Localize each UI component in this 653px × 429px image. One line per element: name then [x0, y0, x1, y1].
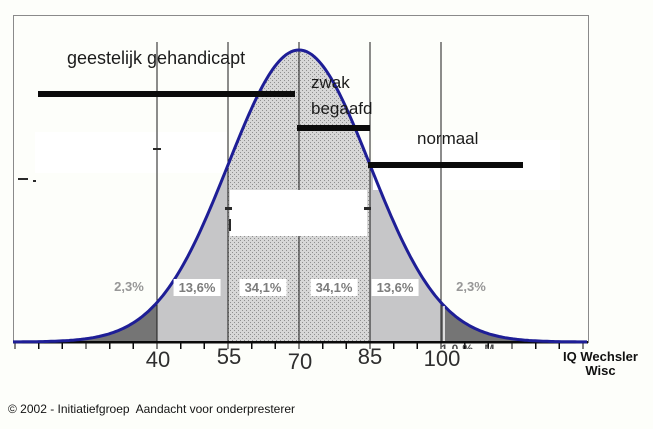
percent-label: 2,3%: [456, 279, 486, 294]
x-axis-title-line2: Wisc: [585, 363, 616, 378]
remnant-dash: [18, 178, 28, 180]
percent-label: 2,3%: [114, 279, 144, 294]
x-tick-label: 100: [423, 346, 461, 371]
x-tick-label: 70: [287, 349, 313, 374]
band-label-begaafd: begaafd: [311, 99, 373, 118]
remnant-vertical-stub: [229, 219, 231, 231]
percent-label: 34,1%: [310, 279, 358, 296]
x-tick-label: 85: [357, 344, 383, 369]
remnant-dot: [33, 180, 36, 182]
band-label-zwak: zwak: [311, 73, 350, 92]
band-label-zwak-begaafd: zwak begaafd: [311, 70, 372, 122]
copyright-footer: © 2002 - Initiatiefgroep Aandacht voor o…: [8, 402, 296, 416]
percent-label: 13,6%: [371, 279, 419, 296]
range-bar-zwak-begaafd: [297, 125, 370, 131]
erased-area-box-center: [230, 190, 367, 236]
percent-label: 34,1%: [239, 279, 287, 296]
percent-label: 13,6%: [173, 279, 221, 296]
remnant-tick-85line: [364, 207, 371, 210]
x-tick-label: 55: [216, 344, 242, 369]
remnant-tick-40line: [153, 148, 161, 150]
band-label-normaal: normaal: [417, 129, 479, 148]
x-tick-label: 40: [145, 347, 171, 372]
x-axis-title-line1: IQ Wechsler: [563, 349, 638, 364]
band-label-geestelijk-gehandicapt: geestelijk gehandicapt: [67, 48, 246, 68]
x-axis-title: IQ Wechsler Wisc: [553, 350, 648, 378]
remnant-clipped-text: 10% M: [441, 343, 503, 349]
remnant-tick-55line: [225, 207, 232, 210]
range-bar-normaal: [368, 162, 523, 168]
range-bar-geestelijk-gehandicapt: [38, 91, 295, 97]
